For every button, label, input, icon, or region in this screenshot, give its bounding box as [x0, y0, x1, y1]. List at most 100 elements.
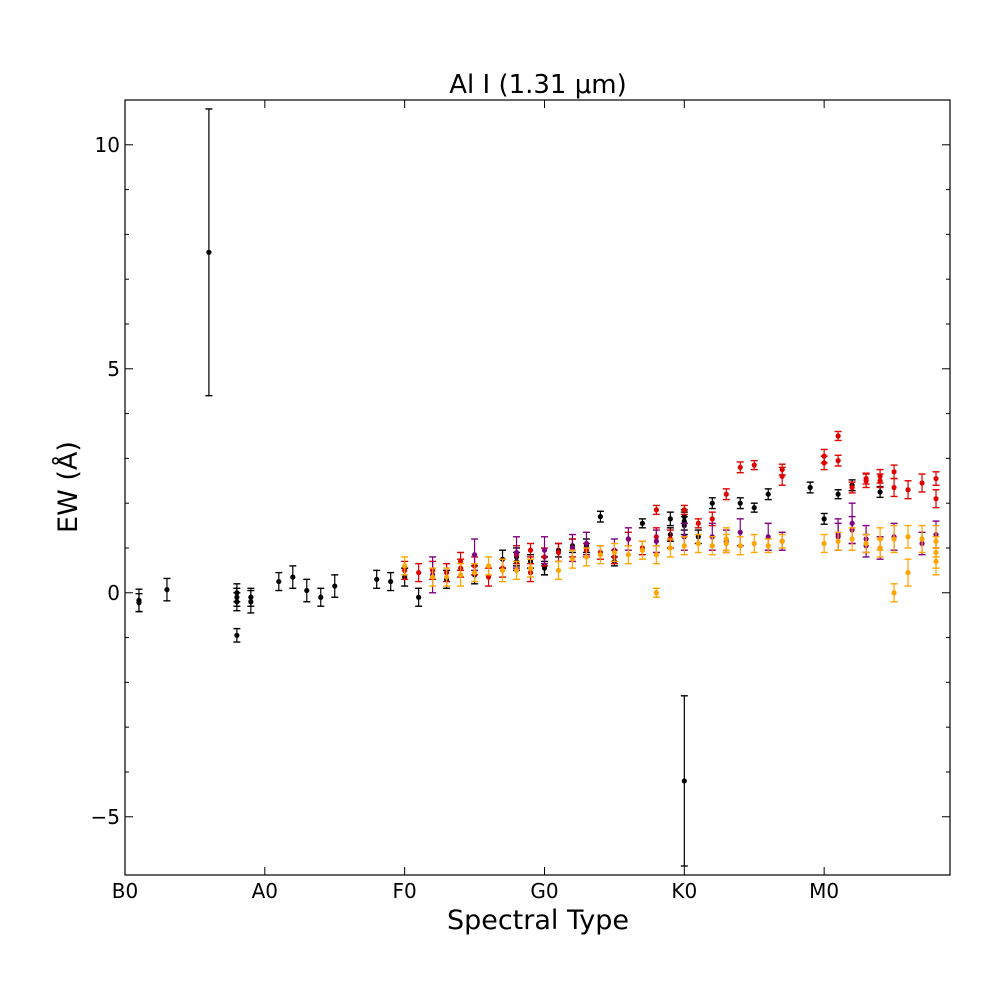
- data-marker: [639, 547, 645, 553]
- data-marker: [821, 460, 827, 466]
- data-marker: [765, 543, 771, 549]
- data-point: [848, 481, 856, 494]
- data-marker: [485, 574, 492, 580]
- data-point: [485, 556, 493, 576]
- data-marker: [877, 489, 883, 495]
- data-point: [736, 461, 744, 474]
- data-marker: [751, 505, 757, 511]
- data-marker: [681, 507, 687, 513]
- data-point: [429, 567, 437, 587]
- data-point: [373, 569, 381, 589]
- data-marker: [681, 514, 687, 520]
- data-marker: [667, 516, 673, 522]
- data-marker: [667, 545, 673, 551]
- data-point: [638, 518, 646, 529]
- data-point: [652, 504, 660, 516]
- data-marker: [905, 570, 911, 576]
- data-point: [876, 473, 884, 489]
- data-marker: [206, 249, 212, 255]
- data-point: [303, 578, 311, 603]
- data-point: [387, 571, 395, 592]
- data-point: [610, 542, 618, 563]
- data-point: [876, 527, 884, 551]
- data-point: [820, 512, 828, 525]
- data-marker: [835, 433, 841, 439]
- data-point: [806, 481, 814, 494]
- data-point: [135, 592, 143, 613]
- data-point: [652, 545, 660, 565]
- data-marker: [849, 536, 855, 542]
- data-marker: [555, 549, 562, 556]
- y-tick-label: 5: [107, 357, 120, 381]
- data-point: [820, 533, 828, 554]
- data-point: [848, 527, 856, 551]
- data-point: [471, 562, 479, 583]
- data-marker: [933, 538, 939, 544]
- data-marker: [821, 540, 827, 547]
- data-point: [750, 533, 758, 554]
- data-point: [233, 592, 241, 612]
- data-point: [890, 524, 898, 554]
- data-marker: [388, 578, 394, 585]
- data-marker: [681, 543, 687, 549]
- data-marker: [332, 583, 338, 589]
- data-point: [317, 587, 325, 607]
- data-point: [750, 502, 758, 513]
- data-marker: [597, 552, 604, 558]
- data-point: [331, 574, 339, 598]
- data-point: [708, 497, 716, 510]
- data-point: [652, 587, 660, 598]
- data-point: [624, 527, 632, 551]
- data-marker: [835, 491, 841, 497]
- data-marker: [891, 484, 897, 491]
- data-marker: [695, 540, 701, 547]
- data-marker: [527, 547, 534, 553]
- data-marker: [751, 540, 757, 547]
- data-marker: [499, 567, 506, 573]
- data-marker: [583, 554, 590, 560]
- data-marker: [933, 496, 939, 502]
- data-marker: [779, 473, 785, 479]
- data-marker: [597, 514, 604, 520]
- data-marker: [541, 547, 548, 553]
- data-marker: [737, 500, 743, 506]
- data-marker: [485, 563, 492, 569]
- data-marker: [863, 540, 869, 547]
- data-point: [932, 489, 940, 509]
- data-marker: [457, 572, 464, 578]
- data-marker: [318, 594, 324, 600]
- data-point: [918, 524, 926, 554]
- data-point: [554, 560, 562, 581]
- data-point: [415, 562, 423, 583]
- data-marker: [807, 484, 813, 491]
- data-marker: [513, 549, 520, 556]
- data-point: [596, 510, 604, 523]
- data-marker: [611, 549, 618, 556]
- data-marker: [681, 778, 687, 784]
- plot-frame: [124, 99, 951, 876]
- data-point: [289, 565, 297, 589]
- data-marker: [625, 536, 631, 542]
- data-marker: [304, 587, 310, 594]
- data-marker: [905, 534, 911, 540]
- data-marker: [527, 565, 534, 571]
- data-marker: [709, 500, 715, 506]
- data-point: [750, 459, 758, 471]
- data-point: [247, 587, 255, 607]
- data-marker: [234, 632, 240, 638]
- x-tick-label: A0: [252, 879, 278, 903]
- data-marker: [737, 543, 743, 549]
- data-marker: [569, 545, 576, 551]
- data-marker: [653, 507, 659, 513]
- chart-title: Al I (1.31 μm): [449, 70, 627, 100]
- data-marker: [821, 516, 827, 522]
- data-marker: [290, 574, 296, 580]
- data-marker: [835, 458, 841, 464]
- data-point: [736, 536, 744, 556]
- y-tick-label: 0: [107, 581, 120, 605]
- data-point: [890, 583, 898, 603]
- data-point: [904, 558, 912, 587]
- data-marker: [653, 590, 659, 596]
